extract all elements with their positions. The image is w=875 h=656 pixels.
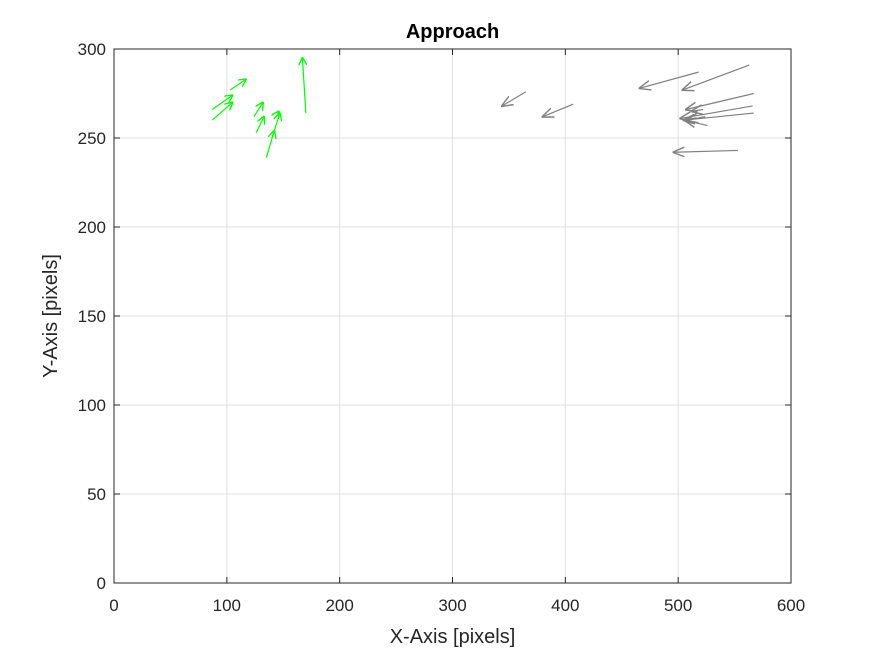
y-tick-label: 50 <box>87 485 106 504</box>
y-tick-label: 0 <box>97 574 106 593</box>
x-tick-label: 500 <box>664 596 692 615</box>
quiver-arrow <box>502 91 527 106</box>
quiver-arrow <box>211 95 232 111</box>
y-tick-label: 150 <box>78 307 106 326</box>
axes-box <box>113 48 792 584</box>
y-tick-label: 300 <box>78 40 106 59</box>
grid <box>114 49 791 583</box>
quiver-arrow <box>229 79 246 91</box>
x-tick-label: 400 <box>551 596 579 615</box>
chart-title: Approach <box>406 21 499 43</box>
x-tick-label: 600 <box>777 596 805 615</box>
y-tick-labels: 0 50 100 150 200 250 300 <box>78 40 106 593</box>
quiver-arrow <box>543 103 574 116</box>
x-tick-label: 0 <box>109 596 118 615</box>
quiver-arrow <box>278 111 279 113</box>
y-axis-label: Y-Axis [pixels] <box>40 254 62 378</box>
quiver-arrow <box>685 120 708 125</box>
arrows <box>211 58 754 158</box>
x-axis-label: X-Axis [pixels] <box>390 626 516 648</box>
quiver-arrow <box>253 102 263 117</box>
axes <box>113 48 792 584</box>
x-tick-label: 300 <box>438 596 466 615</box>
quiver-arrow <box>255 117 264 133</box>
quiver-arrow <box>692 110 703 112</box>
y-tick-label: 100 <box>78 396 106 415</box>
x-tick-labels: 0 100 200 300 400 500 600 <box>109 596 805 615</box>
quiver-arrow <box>211 102 232 121</box>
y-tick-label: 200 <box>78 218 106 237</box>
quiver-arrow <box>302 58 305 114</box>
quiver-arrow <box>674 150 738 152</box>
quiver-arrow <box>640 71 699 88</box>
x-tick-label: 100 <box>213 596 241 615</box>
quiver-arrow <box>683 64 750 90</box>
x-tick-label: 200 <box>325 596 353 615</box>
y-tick-label: 250 <box>78 129 106 148</box>
